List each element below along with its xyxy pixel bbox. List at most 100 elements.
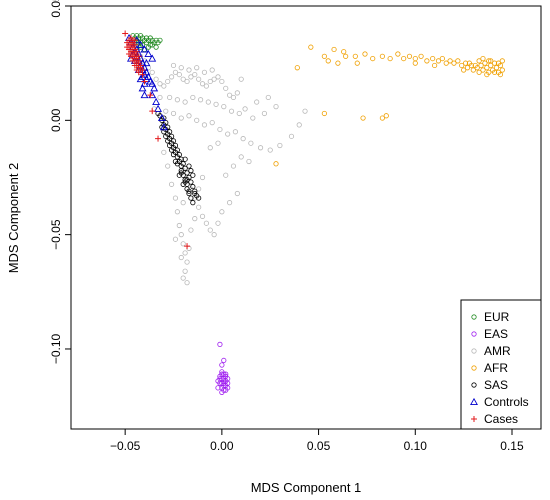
data-point-afr xyxy=(424,58,430,64)
data-point-sas xyxy=(188,179,194,185)
data-point-amr xyxy=(178,115,184,121)
data-point-amr xyxy=(176,71,182,78)
data-point-cases xyxy=(149,108,156,115)
data-point-amr xyxy=(273,104,279,110)
data-point-amr xyxy=(240,136,246,142)
data-point-controls xyxy=(159,123,168,131)
data-point-amr xyxy=(168,74,175,80)
data-point-afr xyxy=(331,46,337,53)
data-point-amr xyxy=(201,122,208,128)
data-point-amr xyxy=(174,209,180,215)
data-point-afr xyxy=(294,65,300,71)
legend-marker-eur xyxy=(471,314,477,320)
x-tick-label: 0.10 xyxy=(404,439,428,453)
data-point-amr xyxy=(302,108,308,114)
data-point-controls xyxy=(140,79,149,87)
data-point-amr xyxy=(170,62,177,69)
data-point-sas xyxy=(178,168,184,174)
data-point-cases xyxy=(127,46,134,53)
data-point-afr xyxy=(406,53,413,59)
data-point-amr xyxy=(207,78,213,85)
data-point-controls xyxy=(144,49,153,58)
data-point-afr xyxy=(308,44,314,50)
data-point-afr xyxy=(412,55,418,62)
data-point-sas xyxy=(188,195,194,201)
data-point-amr xyxy=(161,149,167,155)
data-point-controls xyxy=(136,40,145,48)
data-point-afr xyxy=(461,67,467,73)
data-point-amr xyxy=(178,254,184,261)
data-point-amr xyxy=(207,145,213,151)
data-point-amr xyxy=(167,94,173,101)
data-point-cases xyxy=(184,243,191,250)
data-point-amr xyxy=(190,94,196,101)
x-tick-label: 0.15 xyxy=(500,439,524,453)
data-point-amr xyxy=(192,71,198,78)
data-point-amr xyxy=(184,78,190,85)
series-afr xyxy=(273,44,505,167)
data-point-amr xyxy=(215,74,221,80)
legend-marker-afr xyxy=(471,365,477,371)
data-point-sas xyxy=(188,168,194,174)
data-point-amr xyxy=(213,101,219,107)
data-point-afr xyxy=(432,62,438,69)
legend-label-eas: EAS xyxy=(484,327,508,341)
data-point-sas xyxy=(168,147,175,153)
data-point-cases xyxy=(131,62,138,69)
data-point-cases xyxy=(135,69,142,76)
data-point-afr xyxy=(341,49,347,55)
data-point-sas xyxy=(182,156,188,162)
legend: EUR EAS AMR AFR SAS Controls Cases xyxy=(460,299,542,430)
data-point-eas xyxy=(221,357,227,364)
data-point-afr xyxy=(447,58,453,64)
data-point-amr xyxy=(188,227,194,233)
data-point-sas xyxy=(184,170,190,176)
data-point-eur xyxy=(145,44,151,50)
data-point-sas xyxy=(172,158,179,165)
data-point-afr xyxy=(470,67,476,73)
data-point-eur xyxy=(157,37,163,43)
data-point-afr xyxy=(468,62,474,69)
data-point-eas xyxy=(219,371,225,377)
series-sas xyxy=(155,110,202,206)
data-point-cases xyxy=(129,41,136,48)
data-points xyxy=(122,30,505,396)
data-point-amr xyxy=(261,110,268,117)
data-point-sas xyxy=(186,190,192,197)
data-point-amr xyxy=(199,81,206,87)
data-point-amr xyxy=(168,181,175,187)
data-point-amr xyxy=(215,220,221,226)
data-point-amr xyxy=(184,280,190,286)
data-point-cases xyxy=(147,92,154,99)
legend-label-afr: AFR xyxy=(484,361,508,375)
legend-marker-amr xyxy=(471,348,477,354)
data-point-eas xyxy=(223,371,229,377)
data-point-amr xyxy=(230,163,237,169)
data-point-amr xyxy=(199,174,206,181)
data-point-eur xyxy=(149,42,155,48)
data-point-amr xyxy=(180,76,186,82)
data-point-afr xyxy=(321,110,327,117)
x-tick-label: 0.00 xyxy=(210,439,234,453)
data-point-eas xyxy=(215,385,221,391)
data-point-cases xyxy=(141,78,148,85)
data-point-cases xyxy=(127,53,134,60)
data-point-amr xyxy=(234,190,240,197)
data-point-cases xyxy=(133,48,140,55)
data-point-afr xyxy=(476,58,482,64)
data-point-afr xyxy=(491,69,498,75)
data-point-amr xyxy=(186,113,192,119)
data-point-amr xyxy=(170,110,177,117)
data-point-eas xyxy=(225,385,231,391)
data-point-afr xyxy=(455,58,461,64)
x-tick-label: −0.05 xyxy=(110,439,141,453)
data-point-amr xyxy=(219,78,225,85)
data-point-afr xyxy=(462,60,469,66)
data-point-afr xyxy=(499,67,505,73)
data-point-controls xyxy=(140,45,149,53)
data-point-controls xyxy=(157,113,166,122)
data-point-afr xyxy=(480,67,486,73)
data-point-sas xyxy=(186,188,192,194)
y-axis-label: MDS Component 2 xyxy=(6,163,21,274)
